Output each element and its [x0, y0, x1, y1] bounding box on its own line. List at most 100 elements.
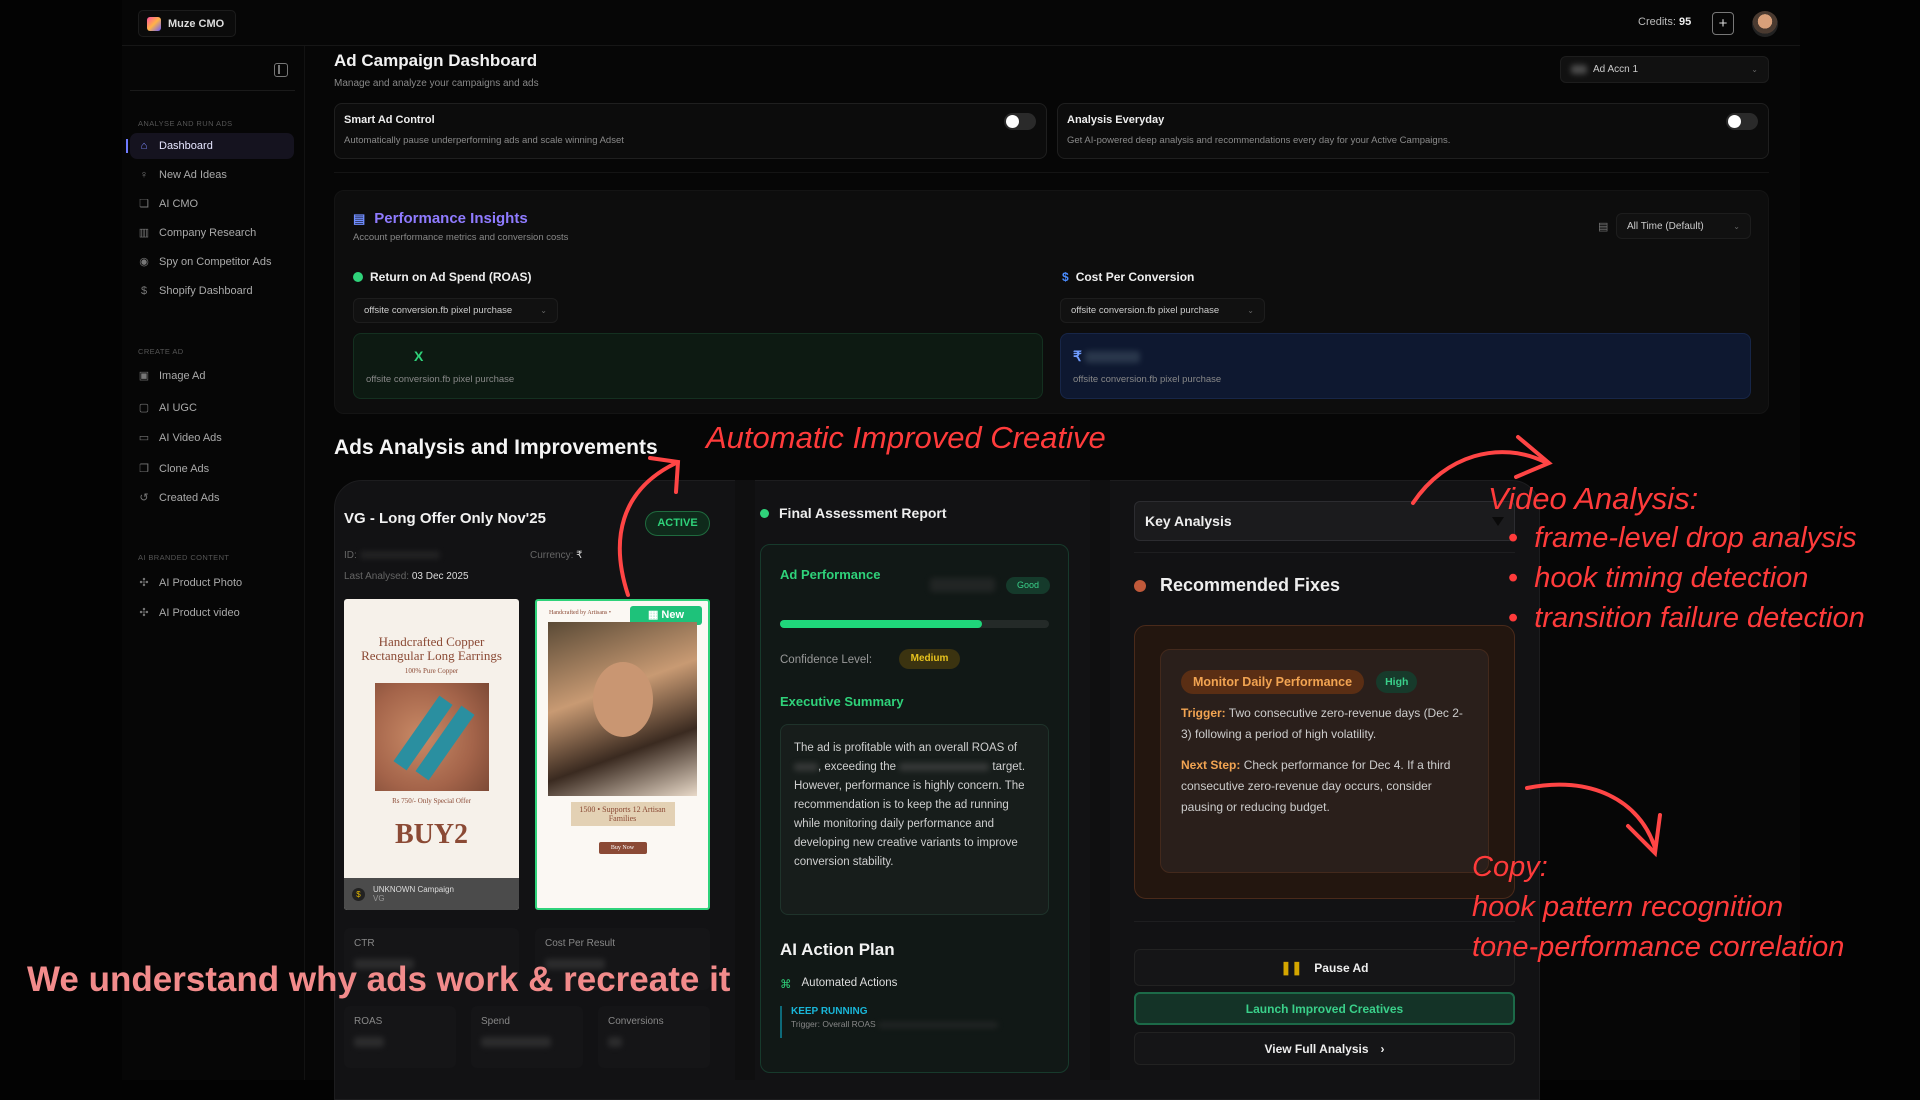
card-desc: Get AI-powered deep analysis and recomme… [1067, 135, 1451, 146]
smart-ad-control-toggle[interactable] [1004, 113, 1036, 130]
view-full-analysis-button[interactable]: View Full Analysis › [1134, 1032, 1515, 1065]
fix-card: Monitor Daily Performance High Trigger: … [1160, 649, 1489, 873]
sidebar-collapse-icon[interactable] [274, 63, 288, 77]
credits-readout: Credits: 95 [1638, 16, 1692, 28]
earrings-image [374, 683, 489, 791]
page-title: Ad Campaign Dashboard [334, 51, 538, 70]
sidebar-item-shopify-dashboard[interactable]: $ Shopify Dashboard [130, 278, 294, 304]
fix-title: Monitor Daily Performance [1181, 670, 1365, 694]
sidebar-item-image-ad[interactable]: ▣ Image Ad [130, 363, 294, 389]
sidebar-item-label: Dashboard [159, 140, 213, 152]
cpc-value: ₹ [1073, 348, 1082, 364]
command-icon: ⌘ [780, 979, 792, 991]
sidebar-item-new-ad-ideas[interactable]: ♀ New Ad Ideas [130, 162, 294, 188]
divider [130, 90, 295, 91]
new-creative[interactable]: Handcrafted by Artisans • ▦ New 1500 • S… [535, 599, 710, 910]
action-plan-title: AI Action Plan [780, 940, 895, 959]
add-credits-button[interactable]: + [1712, 12, 1734, 35]
green-dot-icon [353, 272, 363, 282]
performance-title: ▤ Performance Insights [353, 210, 528, 227]
card-title: Smart Ad Control [344, 114, 435, 126]
page-subtitle: Manage and analyze your campaigns and ad… [334, 78, 539, 89]
lightbulb-icon: ♀ [139, 169, 149, 181]
sidebar-item-label: Created Ads [159, 492, 220, 504]
sidebar-item-clone-ads[interactable]: ❐ Clone Ads [130, 456, 294, 482]
column-divider [735, 480, 755, 1080]
sidebar-item-ai-cmo[interactable]: ❏ AI CMO [130, 191, 294, 217]
chevron-down-icon: ⌄ [1247, 306, 1254, 315]
sidebar-item-label: New Ad Ideas [159, 169, 227, 181]
stat-cost-per-result: Cost Per Result [535, 928, 710, 990]
plus-icon: + [1718, 15, 1728, 32]
roas-metric-select[interactable]: offsite conversion.fb pixel purchase ⌄ [353, 298, 558, 323]
annotation-copy-title: Copy: [1472, 851, 1548, 883]
cpc-label: $ Cost Per Conversion [1062, 270, 1195, 284]
annotation-video-point: • transition failure detection [1508, 602, 1865, 634]
dollar-icon: $ [352, 887, 365, 901]
annotation-video-point: • frame-level drop analysis [1508, 522, 1857, 554]
arrow-video-head [1514, 435, 1553, 479]
score-progress-fill [780, 620, 982, 628]
sidebar-item-created-ads[interactable]: ↺ Created Ads [130, 485, 294, 511]
sidebar-item-label: Spy on Competitor Ads [159, 256, 272, 268]
launch-improved-creatives-button[interactable]: Launch Improved Creatives [1134, 992, 1515, 1025]
sidebar-item-ai-ugc[interactable]: ▢ AI UGC [130, 395, 294, 421]
annotation-auto-creative: Automatic Improved Creative [706, 420, 1106, 455]
sidebar-item-label: AI Product Photo [159, 577, 243, 589]
stat-ctr: CTR [344, 928, 519, 990]
date-range-select[interactable]: All Time (Default) ⌄ [1616, 213, 1751, 239]
confidence-label: Confidence Level: [780, 654, 873, 666]
arrow-copy [1525, 782, 1657, 850]
cpc-metric-select[interactable]: offsite conversion.fb pixel purchase ⌄ [1060, 298, 1265, 323]
sparkle-icon: ✣ [139, 607, 149, 619]
app-logo[interactable]: Muze CMO [138, 10, 236, 37]
sidebar-item-spy-on-competitor-ads[interactable]: ◉ Spy on Competitor Ads [130, 249, 294, 275]
divider [334, 172, 1769, 173]
annotation-video-point: • hook timing detection [1508, 562, 1809, 594]
recommended-fixes-title: Recommended Fixes [1134, 575, 1340, 596]
analysis-everyday-card: Analysis Everyday Get AI-powered deep an… [1057, 103, 1769, 159]
status-badge: ACTIVE [645, 511, 710, 536]
sidebar-item-dashboard[interactable]: ⌂ Dashboard [126, 133, 294, 159]
ad-account-select[interactable]: Ad Accn 1 ⌄ [1560, 56, 1769, 83]
fix-next-step: Next Step: Check performance for Dec 4. … [1181, 758, 1451, 814]
ads-section-title: Ads Analysis and Improvements [334, 436, 658, 459]
stat-roas: ROAS [344, 1006, 456, 1068]
arrow-video [1411, 450, 1547, 505]
sidebar-item-label: Image Ad [159, 370, 206, 382]
ad-id: ID: [344, 550, 440, 561]
roas-caption: offsite conversion.fb pixel purchase [366, 374, 515, 385]
arrow-copy-head [1626, 813, 1662, 858]
original-creative[interactable]: Handcrafted Copper Rectangular Long Earr… [344, 599, 519, 910]
creative-price: Rs 750/- Only Special Offer [392, 797, 471, 805]
analysis-type-select[interactable]: Key Analysis [1134, 501, 1515, 541]
arrow-auto-creative [617, 461, 678, 597]
annotation-copy-point: hook pattern recognition [1472, 891, 1784, 923]
history-icon: ↺ [139, 492, 149, 504]
sidebar-item-ai-product-photo[interactable]: ✣ AI Product Photo [130, 570, 294, 596]
analysis-everyday-toggle[interactable] [1726, 113, 1758, 130]
sidebar-item-label: AI Video Ads [159, 432, 222, 444]
sidebar-item-label: Company Research [159, 227, 257, 239]
action-item: KEEP RUNNING Trigger: Overall ROAS [780, 1006, 999, 1038]
stat-spend: Spend [471, 1006, 583, 1068]
smart-ad-control-card: Smart Ad Control Automatically pause und… [334, 103, 1047, 159]
image-icon: ▣ [138, 370, 150, 382]
rating-badge: Good [1006, 577, 1050, 594]
sidebar-item-ai-product-video[interactable]: ✣ AI Product video [130, 600, 294, 626]
column-divider [1090, 480, 1110, 1080]
roas-value-box: X offsite conversion.fb pixel purchase [353, 333, 1043, 399]
sidebar-section-label: CREATE AD [138, 347, 184, 356]
report-title: Final Assessment Report [760, 505, 947, 521]
sidebar-item-company-research[interactable]: ▥ Company Research [130, 220, 294, 246]
cpc-caption: offsite conversion.fb pixel purchase [1073, 374, 1222, 385]
sidebar-item-ai-video-ads[interactable]: ▭ AI Video Ads [130, 425, 294, 451]
pause-ad-button[interactable]: ❚❚ Pause Ad [1134, 949, 1515, 986]
tagline: We understand why ads work & recreate it [27, 960, 731, 999]
avatar[interactable] [1752, 11, 1778, 37]
last-analysed: Last Analysed: 03 Dec 2025 [344, 571, 469, 582]
eye-icon: ◉ [139, 256, 149, 268]
sidebar-item-label: AI CMO [159, 198, 199, 210]
score-progress-bar [780, 620, 1049, 628]
annotation-copy-point: tone-performance correlation [1472, 931, 1845, 963]
